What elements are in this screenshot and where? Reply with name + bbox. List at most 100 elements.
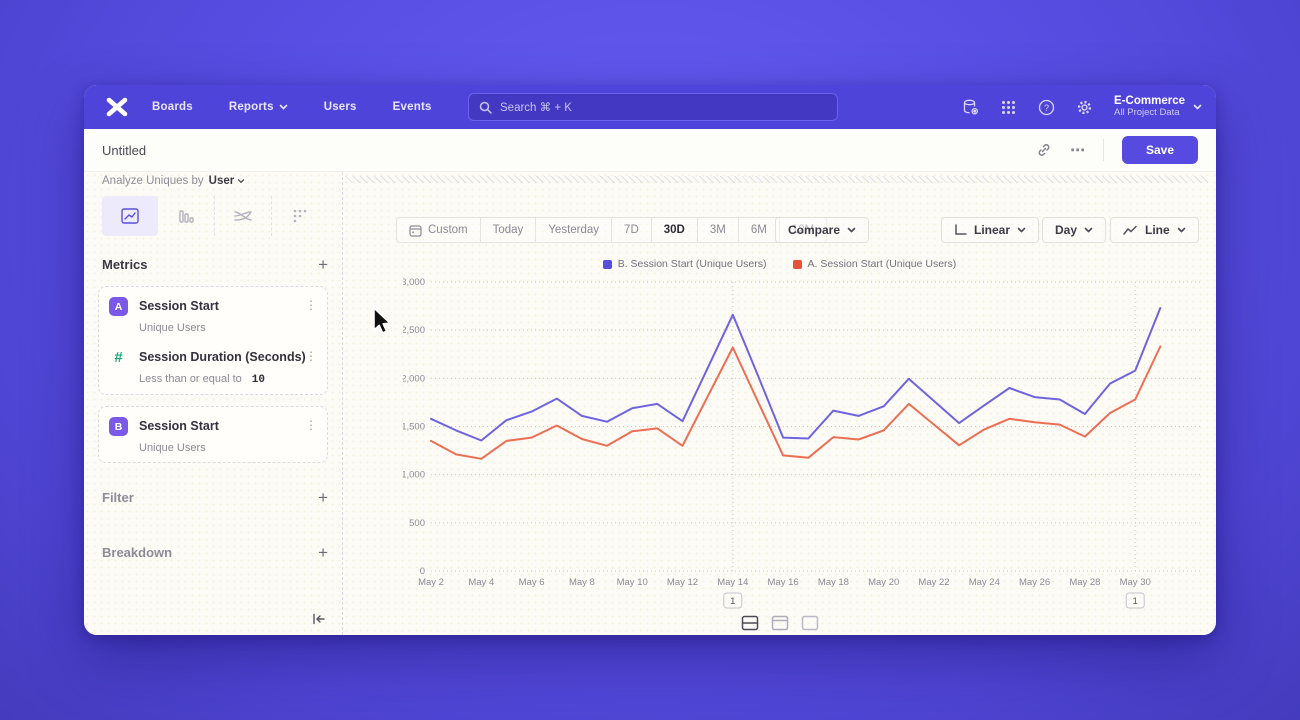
range-button-30d[interactable]: 30D <box>652 218 698 242</box>
axis-scale-icon <box>955 224 967 235</box>
nav-item-users[interactable]: Users <box>323 101 357 113</box>
metric-menu-icon[interactable]: ⋮ <box>305 298 317 312</box>
nav-item-reports[interactable]: Reports <box>229 101 288 113</box>
project-switcher[interactable]: E-Commerce All Project Data <box>1114 95 1202 119</box>
x-tick-label: May 28 <box>1069 577 1100 588</box>
range-button-today[interactable]: Today <box>481 218 537 242</box>
report-actions: ⋯ Save <box>1036 136 1198 164</box>
interval-dropdown[interactable]: Day <box>1042 217 1107 243</box>
series-line-1[interactable] <box>430 345 1162 460</box>
range-button-7d[interactable]: 7D <box>612 218 652 242</box>
report-header: Untitled ⋯ Save <box>84 129 1216 172</box>
y-tick-label: 1,500 <box>403 422 425 433</box>
metric-badge-a: A <box>109 297 128 316</box>
bar-chart-icon <box>179 210 194 223</box>
report-title[interactable]: Untitled <box>102 142 147 158</box>
legend-item[interactable]: A. Session Start (Unique Users) <box>792 258 956 270</box>
more-options-icon[interactable]: ⋯ <box>1069 142 1085 159</box>
metric-subtitle: Unique Users <box>139 442 206 454</box>
share-link-icon[interactable] <box>1036 142 1052 158</box>
tab-line-chart[interactable] <box>102 196 158 236</box>
chevron-down-icon <box>1193 104 1202 110</box>
range-button-6m[interactable]: 6M <box>739 218 780 242</box>
layout-chart-icon[interactable] <box>771 615 789 631</box>
chart-toolbar: Custom Today Yesterday 7D 30D 3M 6M 12M Compare… <box>396 217 1206 243</box>
mixpanel-logo-icon[interactable] <box>104 96 130 118</box>
y-tick-label: 2,000 <box>403 373 425 384</box>
compare-dropdown[interactable]: Compare <box>775 217 870 243</box>
breakdown-section: Breakdown + <box>102 544 328 561</box>
y-tick-label: 500 <box>409 518 425 529</box>
search-placeholder: Search ⌘ + K <box>500 102 572 114</box>
legend-swatch <box>792 259 802 269</box>
metric-card-b[interactable]: B Session Start ⋮ Unique Users <box>98 406 328 463</box>
chart-type-dropdown[interactable]: Line <box>1110 217 1199 243</box>
chevron-down-icon <box>238 178 245 183</box>
add-filter-button[interactable]: + <box>318 488 328 507</box>
query-builder-panel: Analyze Uniques by User <box>84 172 343 635</box>
y-tick-label: 1,000 <box>403 470 425 481</box>
filter-section: Filter + <box>102 489 328 506</box>
chevron-down-icon <box>279 104 287 110</box>
layout-split-icon[interactable] <box>741 615 759 631</box>
range-button-3m[interactable]: 3M <box>698 218 739 242</box>
tab-bar-chart[interactable] <box>158 196 215 236</box>
range-button-yesterday[interactable]: Yesterday <box>536 218 613 242</box>
collapse-panel-icon[interactable] <box>312 612 326 628</box>
metric-row-session-duration[interactable]: # Session Duration (Seconds) ⋮ Less than… <box>109 348 317 386</box>
date-range-selector: Custom Today Yesterday 7D 30D 3M 6M 12M <box>396 217 828 243</box>
line-chart-icon <box>121 208 139 224</box>
save-button[interactable]: Save <box>1121 136 1198 164</box>
scale-dropdown[interactable]: Linear <box>941 217 1040 243</box>
condition-value[interactable]: 10 <box>251 374 265 386</box>
visualization-tabs <box>102 196 328 236</box>
layout-full-icon[interactable] <box>801 615 819 631</box>
retention-icon <box>293 209 307 223</box>
x-tick-label: May 20 <box>868 577 899 588</box>
analyze-value-dropdown[interactable]: User <box>209 175 246 187</box>
metric-badge-b: B <box>109 417 128 436</box>
series-line-0[interactable] <box>430 307 1162 442</box>
legend-swatch <box>602 259 612 269</box>
x-tick-label: May 14 <box>717 577 748 588</box>
tab-flows[interactable] <box>215 196 272 236</box>
chart-region: Custom Today Yesterday 7D 30D 3M 6M 12M Compare… <box>343 172 1216 635</box>
metric-card-a[interactable]: A Session Start ⋮ Unique Users # Session… <box>98 286 328 395</box>
line-chart[interactable]: 0 500 1,000 1,500 2,000 2,500 3,000 1 1 May 2 May … <box>401 276 1215 621</box>
project-name: E-Commerce <box>1114 94 1185 107</box>
data-management-icon[interactable] <box>962 99 979 116</box>
condition-label: Less than or equal to <box>139 373 242 385</box>
annotation-marker[interactable] <box>1125 592 1145 609</box>
apps-grid-icon[interactable] <box>1000 99 1017 116</box>
x-tick-label: May 6 <box>519 577 545 588</box>
metric-menu-icon[interactable]: ⋮ <box>305 349 317 363</box>
metric-menu-icon[interactable]: ⋮ <box>305 418 317 432</box>
analyze-uniques-row: Analyze Uniques by User <box>102 174 328 187</box>
settings-gear-icon[interactable] <box>1076 99 1093 116</box>
x-tick-label: May 10 <box>617 577 648 588</box>
metric-title: Session Start <box>139 299 219 313</box>
range-button-12m[interactable]: 12M <box>791 224 815 236</box>
x-tick-label: May 22 <box>918 577 949 588</box>
svg-text:?: ? <box>1044 103 1049 113</box>
nav-item-events[interactable]: Events <box>392 101 432 113</box>
search-input[interactable]: Search ⌘ + K <box>468 93 838 121</box>
range-button-custom[interactable]: Custom <box>397 218 481 242</box>
add-metric-button[interactable]: + <box>318 255 328 274</box>
metric-row-session-start-a[interactable]: A Session Start ⋮ Unique Users <box>109 297 317 334</box>
metric-subtitle: Unique Users <box>139 322 206 334</box>
y-tick-label: 0 <box>420 566 425 577</box>
calendar-icon <box>409 224 422 237</box>
x-tick-label: May 16 <box>768 577 799 588</box>
legend-item[interactable]: B. Session Start (Unique Users) <box>602 258 767 270</box>
report-canvas: Analyze Uniques by User <box>84 172 1216 635</box>
add-breakdown-button[interactable]: + <box>318 543 328 562</box>
tab-retention[interactable] <box>272 196 328 236</box>
filter-title: Filter <box>102 490 134 505</box>
nav-item-boards[interactable]: Boards <box>152 101 193 113</box>
flows-icon <box>234 211 252 221</box>
help-icon[interactable]: ? <box>1038 99 1055 116</box>
metric-row-session-start-b[interactable]: B Session Start ⋮ Unique Users <box>109 417 317 454</box>
chevron-down-icon <box>1177 227 1185 233</box>
annotation-marker[interactable] <box>723 592 743 609</box>
